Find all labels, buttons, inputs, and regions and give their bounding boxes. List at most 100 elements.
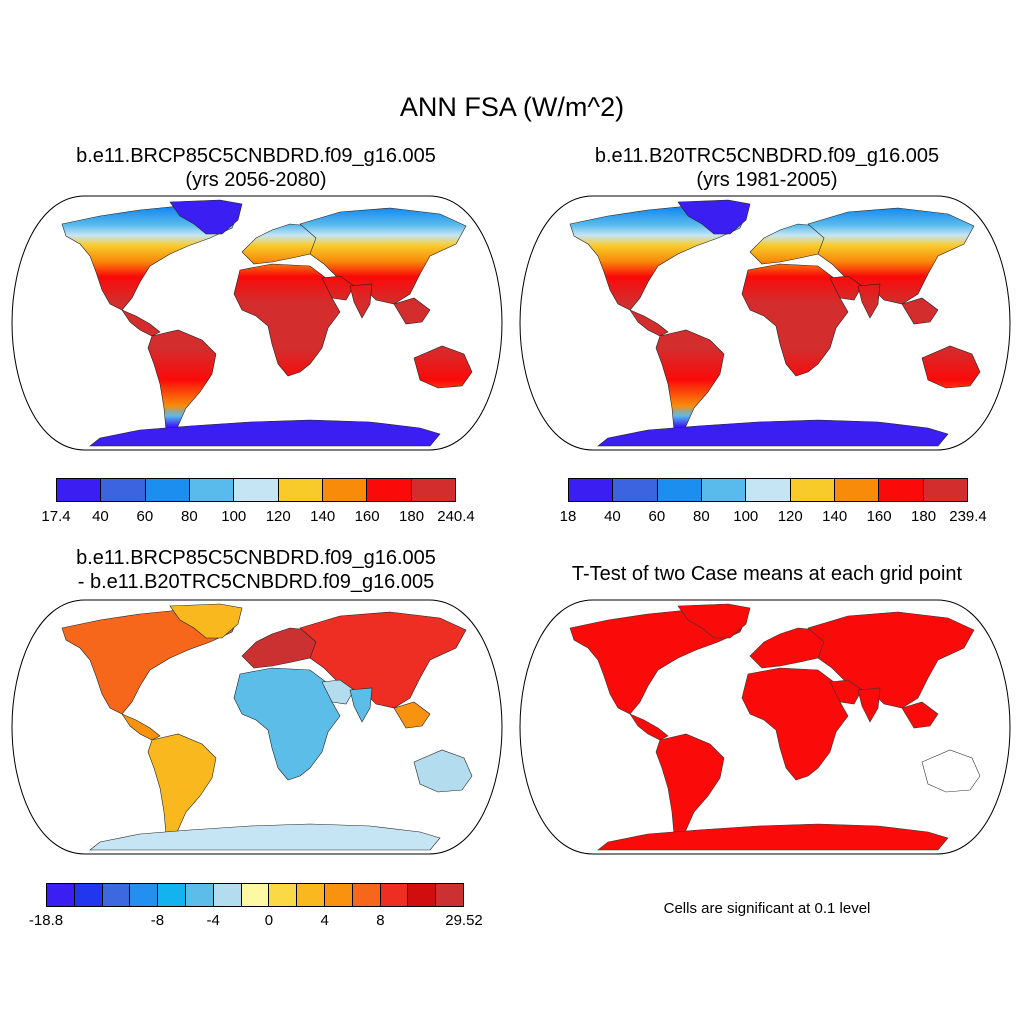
- colorbar-tick-label: 140: [310, 508, 336, 525]
- panel4-title-line1: T-Test of two Case means at each grid po…: [571, 563, 963, 585]
- seasia-landmass: [393, 701, 431, 729]
- colorbar-swatch: [47, 884, 75, 906]
- colorbar-tick-label: 60: [648, 508, 666, 525]
- colorbar-tick-label: 18: [559, 508, 577, 525]
- colorbar-swatch: [411, 479, 455, 501]
- colorbar-tick-label: 100: [221, 508, 247, 525]
- colorbar-swatch: [569, 479, 614, 501]
- colorbar-tick-label: 160: [354, 508, 380, 525]
- greenland-landmass: [169, 199, 243, 235]
- panel1-colorbar-labels: 17.4 40 60 80 100 120 140 160 180 240.4: [41, 508, 474, 528]
- camerica-landmass: [121, 713, 161, 741]
- colorbar-tick-label: 4: [320, 912, 329, 929]
- colorbar-swatch: [367, 479, 412, 501]
- panel3-title-line1: b.e11.BRCP85C5CNBDRD.f09_g16.005: [76, 547, 436, 569]
- australia-landmass: [413, 749, 473, 793]
- colorbar-tick-label: 180: [911, 508, 937, 525]
- colorbar-swatch: [101, 479, 146, 501]
- map-outline: [11, 599, 503, 855]
- colorbar-swatch: [158, 884, 186, 906]
- africa-landmass: [741, 667, 849, 781]
- arabia-landmass: [321, 275, 355, 301]
- colorbar-swatch: [436, 884, 463, 906]
- colorbar-tick-label: 120: [265, 508, 291, 525]
- samerica-landmass: [147, 329, 217, 439]
- india-landmass: [857, 687, 881, 723]
- colorbar-tick-label: -8: [150, 912, 165, 929]
- panel3-title: b.e11.BRCP85C5CNBDRD.f09_g16.005 - b.e11…: [12, 546, 500, 594]
- colorbar-swatch: [145, 479, 190, 501]
- panel1-title: b.e11.BRCP85C5CNBDRD.f09_g16.005 (yrs 20…: [12, 144, 500, 192]
- panel3-title-line2: - b.e11.B20TRC5CNBDRD.f09_g16.005: [77, 571, 435, 593]
- greenland-landmass: [677, 199, 751, 235]
- india-landmass: [857, 283, 881, 319]
- colorbar-tick-label: 240.4: [437, 508, 475, 525]
- colorbar-tick-label: -4: [206, 912, 220, 929]
- colorbar-swatch: [352, 884, 381, 906]
- colorbar-swatch: [234, 479, 279, 501]
- colorbar-tick-label: 0: [264, 912, 274, 929]
- map-outline: [11, 195, 503, 451]
- africa-landmass: [741, 263, 849, 377]
- panel1-colorbar: [56, 478, 456, 502]
- samerica-landmass: [147, 733, 217, 843]
- panel4-map: [519, 599, 1011, 855]
- colorbar-swatch: [185, 884, 214, 906]
- map-outline: [519, 195, 1011, 451]
- panel2-title-line1: b.e11.B20TRC5CNBDRD.f09_g16.005: [594, 145, 940, 167]
- colorbar-swatch: [380, 884, 409, 906]
- antarctica-landmass: [597, 419, 949, 447]
- panel2-colorbar: [568, 478, 968, 502]
- panel3-map: [11, 599, 503, 855]
- colorbar-swatch: [701, 479, 747, 501]
- colorbar-swatch: [657, 479, 702, 501]
- colorbar-tick-label: 29.52: [445, 912, 483, 929]
- colorbar-swatch: [879, 479, 924, 501]
- greenland-landmass: [169, 603, 243, 639]
- colorbar-swatch: [74, 884, 103, 906]
- australia-landmass: [921, 345, 981, 389]
- figure-title: ANN FSA (W/m^2): [399, 92, 625, 122]
- seasia-landmass: [901, 701, 939, 729]
- greenland-landmass: [677, 603, 751, 639]
- panel1-title-line1: b.e11.BRCP85C5CNBDRD.f09_g16.005: [76, 145, 436, 167]
- colorbar-swatch: [269, 884, 298, 906]
- panel3-colorbar: [46, 883, 464, 907]
- samerica-landmass: [655, 733, 725, 843]
- colorbar-swatch: [613, 479, 658, 501]
- seasia-landmass: [901, 297, 939, 325]
- africa-landmass: [233, 263, 341, 377]
- colorbar-swatch: [322, 479, 368, 501]
- colorbar-tick-label: -18.8: [28, 912, 64, 929]
- colorbar-tick-label: 120: [777, 508, 803, 525]
- australia-landmass: [413, 345, 473, 389]
- india-landmass: [349, 687, 373, 723]
- panel2-map: [519, 195, 1011, 451]
- arabia-landmass: [829, 275, 863, 301]
- colorbar-tick-label: 17.4: [41, 508, 71, 525]
- colorbar-swatch: [746, 479, 791, 501]
- colorbar-swatch: [790, 479, 835, 501]
- colorbar-tick-label: 80: [692, 508, 710, 525]
- antarctica-landmass: [89, 419, 441, 447]
- arabia-landmass: [829, 679, 863, 705]
- seasia-landmass: [393, 297, 431, 325]
- colorbar-tick-label: 140: [822, 508, 848, 525]
- colorbar-tick-label: 40: [604, 508, 621, 525]
- camerica-landmass: [629, 309, 669, 337]
- colorbar-swatch: [834, 479, 880, 501]
- colorbar-swatch: [213, 884, 242, 906]
- significance-note: Cells are significant at 0.1 level: [663, 900, 871, 917]
- colorbar-swatch: [297, 884, 325, 906]
- colorbar-tick-label: 160: [866, 508, 892, 525]
- samerica-landmass: [655, 329, 725, 439]
- colorbar-tick-label: 60: [136, 508, 154, 525]
- panel2-colorbar-labels: 18 40 60 80 100 120 140 160 180 239.4: [560, 508, 987, 528]
- camerica-landmass: [629, 713, 669, 741]
- australia-landmass: [921, 749, 981, 793]
- colorbar-swatch: [102, 884, 131, 906]
- panel4-title: T-Test of two Case means at each grid po…: [522, 562, 1012, 586]
- panel1-map: [11, 195, 503, 451]
- colorbar-tick-label: 80: [180, 508, 198, 525]
- panel3-colorbar-labels: -18.8 -8 -4 0 4 8 29.52: [29, 912, 483, 932]
